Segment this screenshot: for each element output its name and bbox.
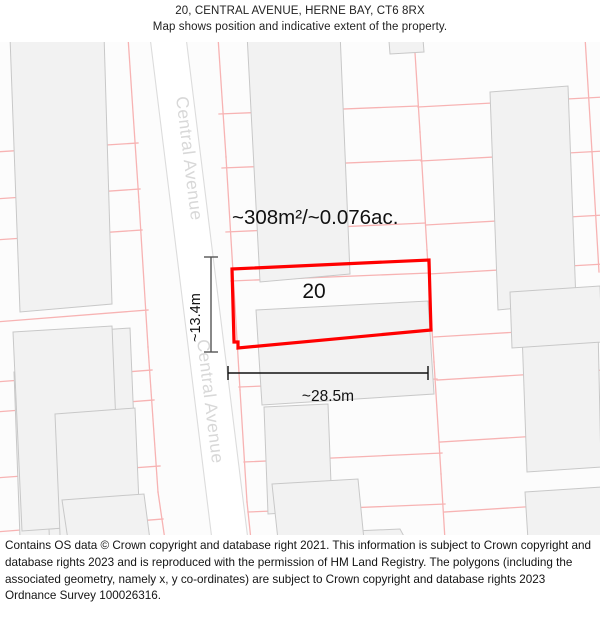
plot-number-label: 20 [302, 280, 325, 303]
property-boundary-polygon[interactable] [230, 258, 433, 350]
dimension-height [204, 256, 218, 353]
building-footprints-extra [271, 478, 365, 535]
map-vector[interactable]: Central Avenue Central Avenue ~13.4m ~28… [0, 42, 600, 535]
copyright-notice: Contains OS data © Crown copyright and d… [0, 535, 600, 625]
building-footprint [388, 42, 425, 55]
road-polygon [150, 42, 248, 535]
building-footprint [271, 478, 365, 535]
building-footprints-left-lower [12, 325, 150, 535]
building-footprint [521, 326, 600, 473]
dimension-width-label: ~28.5m [302, 388, 354, 405]
map-canvas[interactable]: Central Avenue Central Avenue ~13.4m ~28… [0, 42, 600, 535]
building-footprint [524, 486, 600, 535]
map-caption: Map shows position and indicative extent… [152, 21, 448, 33]
building-footprint [489, 85, 577, 311]
building-footprints-right [388, 42, 600, 535]
map-header: 20, CENTRAL AVENUE, HERNE BAY, CT6 8RX M… [0, 0, 600, 42]
building-footprint [9, 42, 113, 313]
building-footprint [509, 285, 600, 349]
building-footprint [61, 493, 150, 535]
dimension-width [227, 366, 429, 380]
building-footprint [246, 42, 351, 283]
property-address: 20, CENTRAL AVENUE, HERNE BAY, CT6 8RX [175, 5, 425, 17]
dimension-height-label: ~13.4m [188, 293, 204, 342]
plot-area-label: ~308m²/~0.076ac. [232, 206, 398, 229]
road-central-avenue [150, 42, 248, 535]
